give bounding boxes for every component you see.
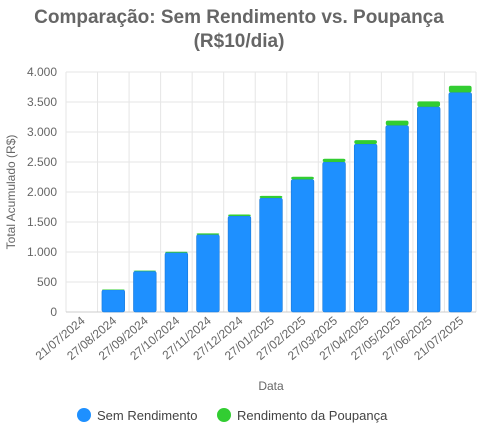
bar-rendimento-poupanca bbox=[101, 289, 125, 290]
bar-rendimento-poupanca bbox=[354, 140, 377, 144]
bar-sem-rendimento bbox=[417, 106, 441, 313]
bar-rendimento-poupanca bbox=[228, 214, 251, 216]
y-tick-label: 2.500 bbox=[27, 155, 57, 169]
bar-sem-rendimento bbox=[385, 125, 409, 313]
y-tick-label: 3.000 bbox=[27, 125, 57, 139]
bar-rendimento-poupanca bbox=[322, 158, 346, 162]
bar-rendimento-poupanca bbox=[133, 270, 157, 272]
y-tick-label: 500 bbox=[37, 275, 57, 289]
bar-sem-rendimento bbox=[164, 252, 189, 313]
legend-label-rendimento-poupanca: Rendimento da Poupança bbox=[237, 408, 388, 423]
bar-rendimento-poupanca bbox=[385, 120, 409, 126]
bar-sem-rendimento bbox=[259, 197, 283, 313]
bar-rendimento-poupanca bbox=[291, 176, 314, 180]
bar-sem-rendimento bbox=[353, 143, 378, 313]
bar-sem-rendimento bbox=[290, 179, 315, 313]
chart-subtitle: (R$10/dia) bbox=[193, 31, 285, 52]
legend-marker-rendimento-poupanca bbox=[217, 408, 231, 422]
y-tick-label: 3.500 bbox=[27, 95, 57, 109]
legend-marker-sem-rendimento bbox=[77, 408, 91, 422]
bar-sem-rendimento bbox=[322, 161, 346, 313]
bar-sem-rendimento bbox=[133, 270, 157, 313]
x-axis-label: Data bbox=[258, 379, 284, 393]
bar-rendimento-poupanca bbox=[448, 85, 472, 93]
bar-rendimento-poupanca bbox=[417, 101, 441, 107]
legend-label-sem-rendimento: Sem Rendimento bbox=[97, 408, 197, 423]
chart-title: Comparação: Sem Rendimento vs. Poupança bbox=[34, 7, 444, 28]
bar-sem-rendimento bbox=[227, 215, 252, 313]
bar-rendimento-poupanca bbox=[165, 251, 188, 253]
bar-sem-rendimento bbox=[448, 92, 472, 313]
y-tick-label: 2.000 bbox=[27, 185, 57, 199]
y-tick-label: 1.500 bbox=[27, 215, 57, 229]
bar-sem-rendimento bbox=[101, 289, 125, 313]
y-tick-label: 4.000 bbox=[27, 65, 57, 79]
y-tick-label: 1.000 bbox=[27, 245, 57, 259]
y-tick-label: 0 bbox=[50, 305, 57, 319]
bar-sem-rendimento bbox=[196, 234, 220, 313]
bar-rendimento-poupanca bbox=[196, 233, 220, 235]
y-axis-label: Total Acumulado (R$) bbox=[4, 135, 18, 250]
bar-rendimento-poupanca bbox=[259, 195, 283, 198]
